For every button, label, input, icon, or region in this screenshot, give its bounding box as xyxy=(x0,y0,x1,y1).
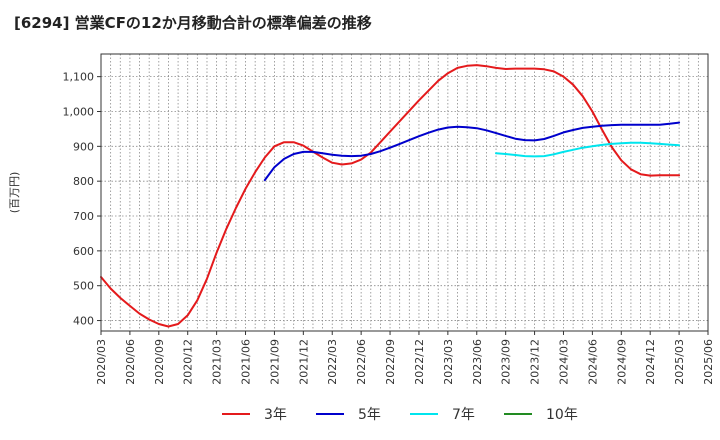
x-tick-label: 2025/06 xyxy=(702,339,715,385)
plot-area xyxy=(101,54,708,331)
legend-label-1: 3年 xyxy=(264,407,287,423)
legend-label-3: 7年 xyxy=(452,407,475,423)
y-tick-label: 800 xyxy=(73,175,94,188)
y-tick-label: 1,100 xyxy=(63,71,95,84)
axes xyxy=(100,53,709,332)
y-tick-label: 700 xyxy=(73,210,94,223)
x-tick-label: 2022/12 xyxy=(413,339,426,385)
x-tick-label: 2022/09 xyxy=(384,339,397,385)
x-tick-label: 2023/09 xyxy=(500,339,513,385)
legend-label-2: 5年 xyxy=(358,407,381,423)
y-tick-label: 500 xyxy=(73,280,94,293)
plot-background xyxy=(101,54,708,331)
plot-frame xyxy=(100,53,709,332)
y-axis-label-group: (百万円) xyxy=(8,172,21,214)
y-axis-ticks: 400 500 600 700 800 900 1,000 1,100 xyxy=(63,71,101,328)
y-tick-label: 600 xyxy=(73,245,94,258)
x-tick-label: 2022/03 xyxy=(326,339,339,385)
y-tick-label: 1,000 xyxy=(63,105,95,118)
x-tick-label: 2024/06 xyxy=(586,339,599,385)
x-tick-label: 2023/12 xyxy=(529,339,542,385)
x-tick-label: 2021/12 xyxy=(297,339,310,385)
series-line-3 xyxy=(495,141,681,158)
x-tick-label: 2020/12 xyxy=(182,339,195,385)
series-line-2 xyxy=(263,121,681,182)
legend-label-4: 10年 xyxy=(546,407,578,423)
series-line-1 xyxy=(100,64,681,328)
y-tick-label: 400 xyxy=(73,315,94,328)
x-tick-label: 2021/03 xyxy=(211,339,224,385)
y-axis-label: (百万円) xyxy=(8,172,21,214)
x-tick-label: 2024/12 xyxy=(644,339,657,385)
x-tick-label: 2023/06 xyxy=(471,339,484,385)
chart-title: [6294] 営業CFの12か月移動合計の標準偏差の推移 xyxy=(14,14,372,32)
x-tick-label: 2023/03 xyxy=(442,339,455,385)
x-tick-label: 2022/06 xyxy=(355,339,368,385)
x-axis-ticks: 2020/03 2020/06 2020/09 2020/12 2021/03 2021/… xyxy=(95,331,715,385)
series-layer xyxy=(100,64,681,328)
x-tick-label: 2025/03 xyxy=(673,339,686,385)
x-tick-label: 2020/09 xyxy=(153,339,166,385)
y-tick-label: 900 xyxy=(73,140,94,153)
x-tick-label: 2020/03 xyxy=(95,339,108,385)
x-tick-label: 2024/03 xyxy=(557,339,570,385)
legend: 3年 5年 7年 10年 xyxy=(222,407,578,423)
x-tick-label: 2021/06 xyxy=(240,339,253,385)
x-tick-label: 2024/09 xyxy=(615,339,628,385)
x-tick-label: 2020/06 xyxy=(124,339,137,385)
x-tick-label: 2021/09 xyxy=(268,339,281,385)
